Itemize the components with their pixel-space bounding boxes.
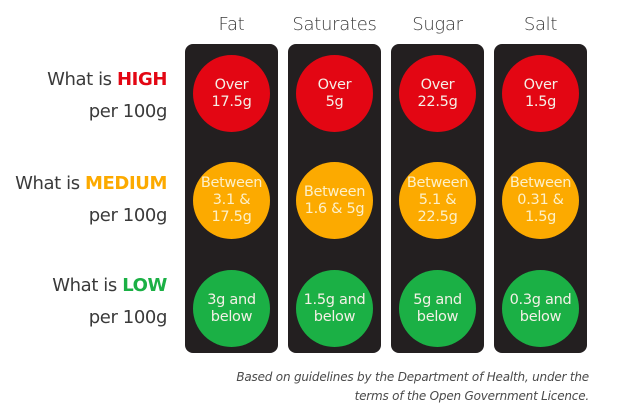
traffic-light-fat: Over 17.5g Between 3.1 & 17.5g 3g and be… xyxy=(185,44,278,353)
row-label-medium-prefix: What is xyxy=(15,173,86,194)
traffic-light-sugar: Over 22.5g Between 5.1 & 22.5g 5g and be… xyxy=(391,44,484,353)
light-text: 5g and below xyxy=(413,291,462,325)
light-medium-salt: Between 0.31 & 1.5g xyxy=(502,162,579,239)
row-label-medium-level: MEDIUM xyxy=(85,173,167,194)
row-label-low-prefix: What is xyxy=(52,275,123,296)
light-medium-fat: Between 3.1 & 17.5g xyxy=(193,162,270,239)
row-label-low-level: LOW xyxy=(122,275,167,296)
footnote: Based on guidelines by the Department of… xyxy=(236,368,589,406)
column-header-salt: Salt xyxy=(523,14,558,35)
column-header-sugar: Sugar xyxy=(412,14,463,35)
light-text: Over 1.5g xyxy=(523,76,558,110)
row-label-medium: What is MEDIUM per 100g xyxy=(15,168,167,232)
light-text: 1.5g and below xyxy=(303,291,366,325)
light-high-fat: Over 17.5g xyxy=(193,55,270,132)
traffic-light-saturates: Over 5g Between 1.6 & 5g 1.5g and below xyxy=(288,44,381,353)
light-text: Between 5.1 & 22.5g xyxy=(406,175,469,225)
light-high-sugar: Over 22.5g xyxy=(399,55,476,132)
light-text: 3g and below xyxy=(207,291,256,325)
traffic-light-salt: Over 1.5g Between 0.31 & 1.5g 0.3g and b… xyxy=(494,44,587,353)
footnote-line-2: terms of the Open Government Licence. xyxy=(354,389,590,403)
row-label-high: What is HIGH per 100g xyxy=(47,64,167,128)
row-label-high-prefix: What is xyxy=(47,69,117,90)
light-low-fat: 3g and below xyxy=(193,270,270,347)
light-text: 0.3g and below xyxy=(509,291,572,325)
light-text: Between 0.31 & 1.5g xyxy=(509,175,572,225)
light-medium-saturates: Between 1.6 & 5g xyxy=(296,162,373,239)
row-label-low: What is LOW per 100g xyxy=(52,270,167,334)
light-high-salt: Over 1.5g xyxy=(502,55,579,132)
light-low-sugar: 5g and below xyxy=(399,270,476,347)
light-text: Over 17.5g xyxy=(211,76,252,110)
light-text: Between 1.6 & 5g xyxy=(303,183,366,217)
light-text: Over 5g xyxy=(317,76,352,110)
light-low-salt: 0.3g and below xyxy=(502,270,579,347)
column-header-fat: Fat xyxy=(218,14,245,35)
light-low-saturates: 1.5g and below xyxy=(296,270,373,347)
row-label-medium-suffix: per 100g xyxy=(88,205,168,226)
light-text: Between 3.1 & 17.5g xyxy=(200,175,263,225)
row-label-high-level: HIGH xyxy=(116,69,167,90)
footnote-line-1: Based on guidelines by the Department of… xyxy=(236,370,589,384)
column-header-saturates: Saturates xyxy=(292,14,377,35)
light-text: Over 22.5g xyxy=(417,76,458,110)
light-high-saturates: Over 5g xyxy=(296,55,373,132)
row-label-high-suffix: per 100g xyxy=(88,101,168,122)
row-label-low-suffix: per 100g xyxy=(88,307,168,328)
light-medium-sugar: Between 5.1 & 22.5g xyxy=(399,162,476,239)
